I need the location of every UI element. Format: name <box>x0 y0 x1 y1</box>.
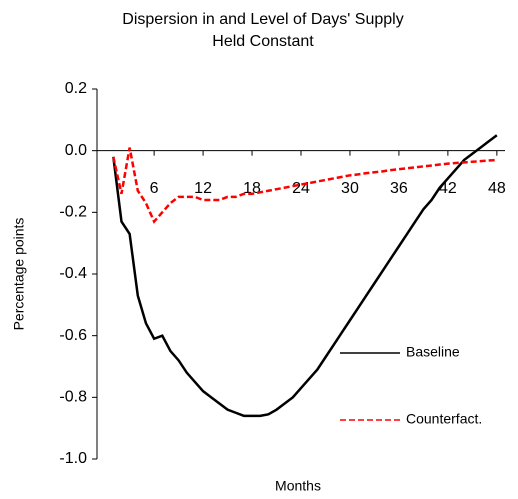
y-tick-label: -0.8 <box>59 389 87 406</box>
x-axis-label: Months <box>275 478 321 494</box>
y-tick-label: -1.0 <box>59 450 87 467</box>
x-tick-label: 30 <box>341 180 359 197</box>
x-tick-label: 36 <box>390 180 408 197</box>
y-tick-label: -0.6 <box>59 327 87 344</box>
y-tick-label: 0.2 <box>65 80 87 97</box>
line <box>112 134 498 418</box>
x-tick-label: 42 <box>439 180 457 197</box>
x-tick-label: 48 <box>488 180 506 197</box>
y-tick-label: -0.4 <box>59 265 87 282</box>
legend-label: Counterfact. <box>406 411 482 427</box>
y-axis-label: Percentage points <box>11 218 27 331</box>
chart-title: Dispersion in and Level of Days' Supply <box>122 11 403 28</box>
line <box>112 147 497 224</box>
legend-label: Baseline <box>406 344 460 360</box>
x-tick-label: 12 <box>194 180 212 197</box>
x-tick-label: 18 <box>243 180 261 197</box>
y-tick-label: 0.0 <box>65 142 87 159</box>
x-tick-label: 6 <box>150 180 159 197</box>
x-tick-label: 24 <box>292 180 310 197</box>
chart-title: Held Constant <box>212 33 314 50</box>
y-tick-label: -0.2 <box>59 204 87 221</box>
